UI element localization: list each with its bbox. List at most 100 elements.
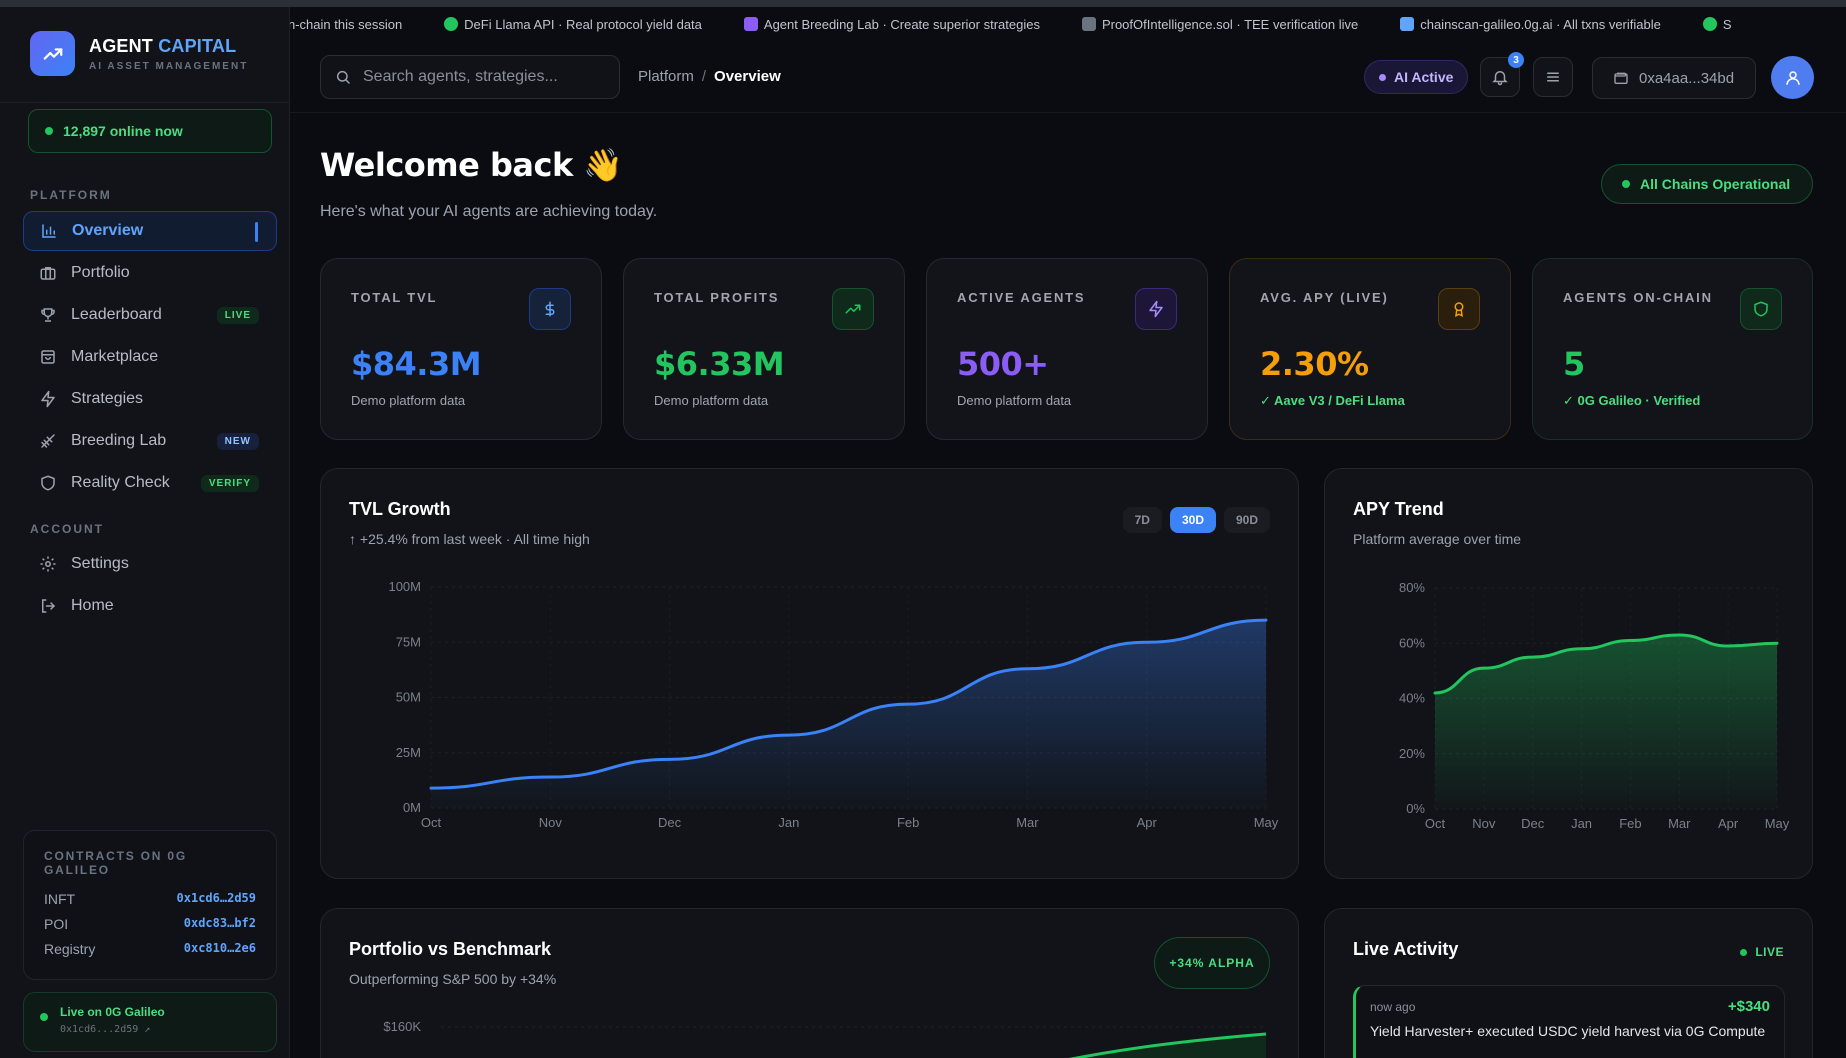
contract-row: Registry 0xc810…2e6 (44, 941, 256, 957)
section-label-platform: PLATFORM (30, 188, 112, 202)
status-dot (40, 1013, 48, 1021)
sidebar-item-portfolio[interactable]: Portfolio (23, 253, 277, 293)
sidebar-item-marketplace[interactable]: Marketplace (23, 337, 277, 377)
logout-icon (42, 599, 56, 613)
ai-status-badge[interactable]: AI Active (1364, 60, 1469, 94)
x-tick-label: Feb (1619, 816, 1641, 831)
avatar[interactable] (1771, 56, 1814, 99)
panel-title: Portfolio vs Benchmark (349, 939, 552, 959)
new-tag: NEW (216, 432, 259, 450)
y-tick-label: 0% (1406, 801, 1425, 816)
sidebar-item-label: Settings (71, 555, 129, 572)
live-network-link[interactable]: Live on 0G Galileo 0x1cd6...2d59 ↗ (23, 992, 277, 1052)
range-90d-button[interactable]: 90D (1223, 507, 1270, 533)
stat-label: AGENTS ON-CHAIN (1563, 290, 1713, 305)
y-tick-label: 25M (396, 745, 421, 760)
breadcrumb-current: Overview (714, 68, 781, 85)
sidebar-item-home[interactable]: Home (23, 586, 277, 626)
stat-card-avg-apy: AVG. APY (LIVE) 2.30% ✓ Aave V3 / DeFi L… (1229, 258, 1511, 440)
tvl-chart: 0M 25M 50M 75M 100M Oct Nov Dec Jan Feb Mar Apr May (388, 579, 1279, 830)
sidebar-item-strategies[interactable]: Strategies (23, 379, 277, 419)
verify-tag: VERIFY (200, 474, 259, 492)
sidebar-item-reality-check[interactable]: Reality Check VERIFY (23, 463, 277, 503)
section-label-account: ACCOUNT (30, 522, 104, 536)
search-icon (336, 70, 350, 84)
divider (0, 102, 290, 103)
stat-card-total-profits: TOTAL PROFITS $6.33M Demo platform data (623, 258, 905, 440)
activity-item[interactable]: now ago +$340 Yield Harvester+ executed … (1353, 985, 1785, 1058)
window-top-strip (0, 0, 1846, 7)
notifications-button[interactable]: 3 (1480, 52, 1524, 97)
search-input[interactable]: Search agents, strategies... (320, 55, 620, 99)
sidebar-item-label: Leaderboard (71, 306, 162, 323)
sidebar-item-label: Strategies (71, 390, 144, 407)
panel-title: TVL Growth (349, 499, 451, 519)
ticker-item: DeFi Llama API · Real protocol yield dat… (444, 17, 702, 32)
brand-name: AGENT CAPITAL (89, 35, 237, 56)
x-tick-label: Jan (778, 815, 799, 830)
globe-icon (1702, 17, 1717, 31)
menu-button[interactable] (1533, 57, 1573, 97)
contract-address-link[interactable]: 0xc810…2e6 (183, 941, 256, 955)
breadcrumb-root[interactable]: Platform (638, 68, 694, 85)
notification-count: 3 (1508, 52, 1524, 68)
stat-card-active-agents: ACTIVE AGENTS 500+ Demo platform data (926, 258, 1208, 440)
apy-trend-panel: APY Trend Platform average over time 0% 2… (1324, 468, 1813, 879)
link-icon (1400, 17, 1415, 31)
active-indicator (255, 222, 258, 242)
portfolio-chart: $160K (383, 1019, 1267, 1058)
status-dot (1740, 948, 1748, 956)
shopping-bag-icon (41, 350, 55, 364)
x-tick-label: Oct (421, 815, 442, 830)
sidebar-item-breeding-lab[interactable]: Breeding Lab NEW (23, 421, 277, 461)
y-tick-label: 60% (1399, 635, 1425, 650)
sidebar-item-leaderboard[interactable]: Leaderboard LIVE (23, 295, 277, 335)
y-tick-label: 80% (1399, 580, 1425, 595)
stat-note: ✓ Aave V3 / DeFi Llama (1260, 393, 1405, 408)
status-badge: All Chains Operational (1601, 164, 1813, 204)
y-tick-label: 40% (1399, 691, 1425, 706)
x-tick-label: May (1254, 815, 1279, 830)
status-dot (1379, 73, 1386, 81)
zap-icon (41, 390, 55, 408)
ticker-item: chainscan-galileo.0g.ai · All txns verif… (1400, 17, 1661, 32)
contract-address-link[interactable]: 0xdc83…bf2 (183, 916, 256, 930)
brand-logo[interactable]: AGENT CAPITAL AI ASSET MANAGEMENT (30, 31, 248, 76)
contracts-card: CONTRACTS ON 0G GALILEO INFT 0x1cd6…2d59 … (23, 830, 277, 980)
stat-value: 5 (1563, 345, 1585, 383)
range-7d-button[interactable]: 7D (1122, 507, 1162, 533)
stat-label: TOTAL TVL (351, 290, 438, 305)
stat-note: ✓ 0G Galileo · Verified (1563, 393, 1701, 408)
wallet-button[interactable]: 0xa4aa...34bd (1592, 57, 1756, 99)
live-tag: LIVE (216, 306, 259, 324)
x-tick-label: Dec (1521, 816, 1545, 831)
sidebar-item-label: Home (71, 597, 114, 614)
network-address: 0x1cd6...2d59 ↗ (60, 1024, 151, 1035)
sidebar-item-settings[interactable]: Settings (23, 544, 277, 584)
bell-icon (1492, 71, 1508, 86)
ticker-item: Agent Breeding Lab · Create superior str… (743, 17, 1040, 32)
search-placeholder: Search agents, strategies... (363, 68, 558, 85)
bar-chart-icon (42, 224, 56, 238)
activity-amount: +$340 (1727, 998, 1770, 1015)
sidebar-item-label: Marketplace (71, 348, 159, 365)
x-tick-label: May (1765, 816, 1790, 831)
shield-icon (41, 475, 55, 491)
network-label: Live on 0G Galileo (60, 1005, 165, 1019)
sidebar-item-label: Reality Check (71, 474, 170, 491)
zap-icon (1135, 288, 1177, 330)
page-subtitle: Here's what your AI agents are achieving… (320, 203, 658, 220)
area-fill (1435, 634, 1777, 809)
sidebar-item-overview[interactable]: Overview (23, 211, 277, 251)
award-icon (1438, 288, 1480, 330)
live-activity-panel: Live Activity LIVE now ago +$340 Yield H… (1324, 908, 1813, 1058)
status-dot (45, 127, 53, 135)
x-tick-label: Nov (1472, 816, 1496, 831)
contract-row: INFT 0x1cd6…2d59 (44, 891, 256, 907)
x-tick-label: Dec (658, 815, 682, 830)
dna-icon (41, 434, 55, 448)
contract-address-link[interactable]: 0x1cd6…2d59 (176, 891, 256, 905)
x-tick-label: Apr (1718, 816, 1739, 831)
range-30d-button[interactable]: 30D (1169, 507, 1216, 533)
range-selector: 7D 30D 90D (1115, 507, 1270, 533)
